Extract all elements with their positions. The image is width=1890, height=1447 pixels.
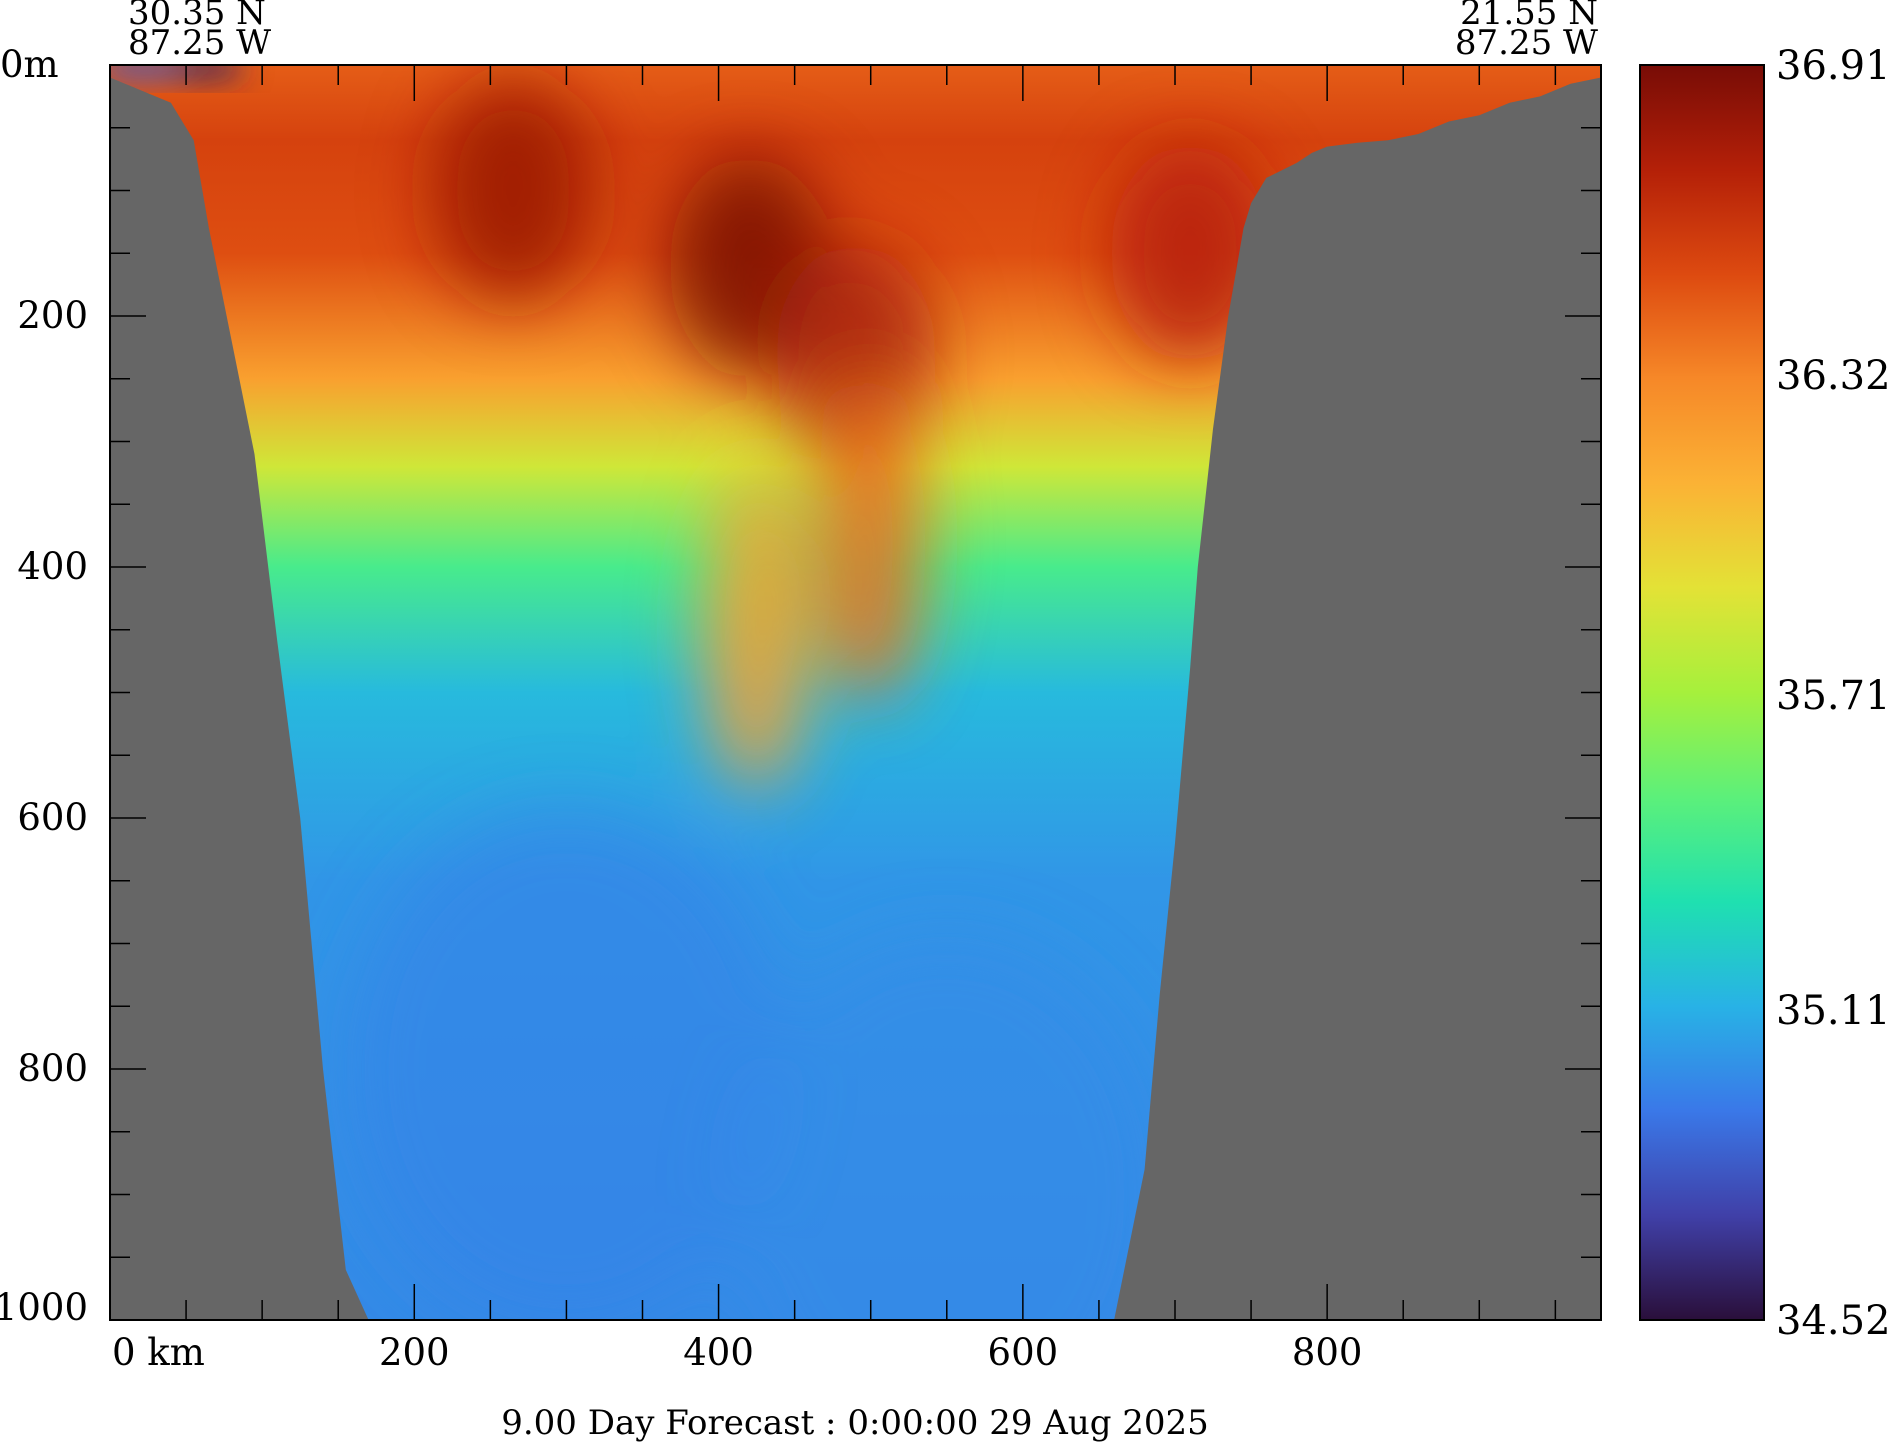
x-tick-label: 600 — [988, 1331, 1059, 1374]
salinity-feature — [433, 80, 594, 301]
bathymetry-land — [110, 77, 1601, 1320]
x-tick-label: 0 km — [112, 1331, 205, 1374]
y-tick-label: 0m — [0, 43, 59, 86]
y-tick-label: 200 — [17, 294, 88, 337]
y-axis: 0m 200 400 600 800 1000 — [0, 43, 1601, 1329]
x-tick-label: 400 — [683, 1331, 754, 1374]
colorbar — [1639, 64, 1765, 1321]
colorbar-tick-label: 35.71 — [1776, 673, 1890, 719]
y-tick-label: 800 — [17, 1047, 88, 1090]
forecast-caption: 9.00 Day Forecast : 0:00:00 29 Aug 2025 — [501, 1403, 1209, 1442]
colorbar-tick-label: 36.32 — [1776, 353, 1890, 399]
colorbar-ticks: 34.52 35.11 35.71 36.32 36.91 — [1776, 43, 1890, 1344]
y-tick-label: 600 — [17, 796, 88, 839]
colorbar-tick-label: 35.11 — [1776, 988, 1890, 1034]
end-lat-label: 21.55 N — [1460, 0, 1598, 33]
x-tick-label: 800 — [1292, 1331, 1363, 1374]
salinity-feature — [346, 809, 787, 1320]
x-tick-label: 200 — [379, 1331, 450, 1374]
start-lon-label: 87.25 W — [128, 23, 271, 63]
salinity-feature — [815, 381, 926, 702]
salinity-feature — [110, 65, 186, 81]
end-lon-label: 87.25 W — [1455, 23, 1598, 63]
y-tick-label: 400 — [17, 545, 88, 588]
surface-fresh-lens — [110, 65, 247, 81]
salinity-feature — [701, 469, 812, 790]
x-axis: 0 km 200 400 600 800 — [112, 65, 1557, 1374]
colorbar-tick-label: 34.52 — [1776, 1298, 1890, 1344]
colorbar-tick-label: 36.91 — [1776, 43, 1890, 89]
start-lat-label: 30.35 N — [128, 0, 266, 33]
y-tick-label: 1000 — [0, 1286, 88, 1329]
salinity-feature — [726, 934, 1167, 1320]
